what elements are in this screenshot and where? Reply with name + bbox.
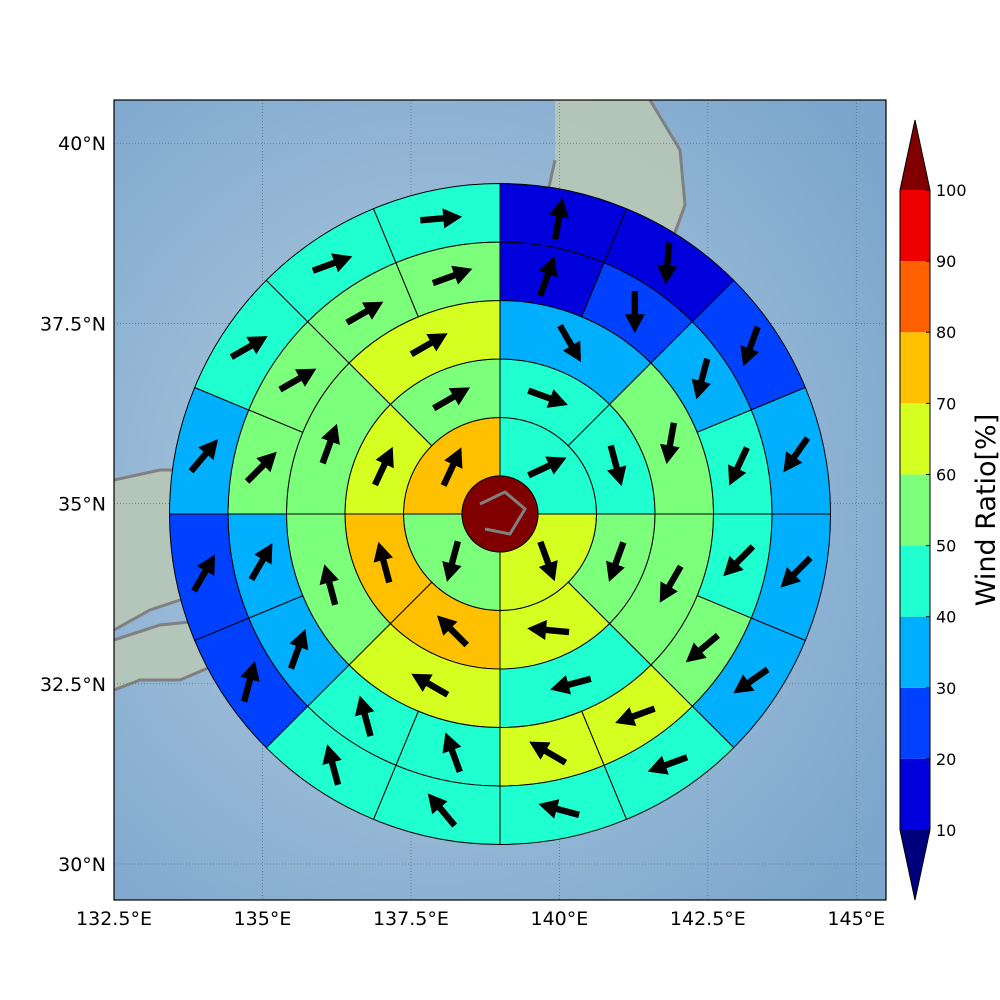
wind-arrow: [432, 387, 471, 412]
wind-arrow: [287, 629, 309, 670]
wind-arrow: [550, 675, 592, 695]
wind-arrow: [527, 620, 570, 640]
longitude-tick-label: 132.5°E: [76, 908, 152, 930]
longitude-tick-label: 142.5°E: [670, 908, 746, 930]
center-coastline: [479, 490, 527, 536]
colorbar: 10 20 30 40 50 60 70 80 90 100: [899, 119, 967, 901]
colorbar-segment: [900, 190, 930, 262]
wind-arrow: [607, 444, 627, 487]
wind-arrow: [728, 446, 750, 486]
latitude-tick-label: 40°N: [58, 133, 106, 155]
wind-arrow: [537, 256, 558, 297]
colorbar-segment: [900, 687, 930, 759]
longitude-tick-label: 145°E: [827, 908, 885, 930]
wind-arrow: [783, 436, 811, 473]
colorbar-segment: [900, 261, 930, 333]
wind-arrow: [733, 666, 770, 694]
wind-arrow: [354, 695, 375, 737]
wind-arrow: [624, 291, 645, 334]
longitude-ticks: 132.5°E 135°E 137.5°E 140°E 142.5°E 145°E: [76, 908, 885, 930]
wind-arrow: [538, 799, 580, 819]
wind-arrow: [411, 673, 450, 698]
wind-arrow: [780, 555, 813, 588]
colorbar-segment: [900, 545, 930, 617]
colorbar-tick-label: 90: [936, 252, 956, 271]
colorbar-segment: [900, 474, 930, 546]
wind-arrow: [278, 368, 317, 393]
colorbar-tick-label: 100: [936, 181, 967, 200]
wind-arrow: [537, 540, 558, 582]
wind-arrow: [229, 336, 268, 360]
wind-arrow: [440, 447, 463, 487]
latitude-tick-label: 37.5°N: [40, 313, 106, 335]
wind-arrow: [431, 265, 473, 287]
wind-arrow: [319, 564, 339, 606]
wind-arrow: [615, 705, 656, 726]
wind-arrow: [188, 439, 219, 474]
wind-arrow: [529, 741, 568, 766]
colorbar-tick-label: 50: [936, 537, 956, 556]
wind-arrow: [442, 540, 462, 582]
wind-arrow: [657, 242, 678, 285]
wind-arrows: [188, 197, 813, 828]
colorbar-segment: [900, 332, 930, 404]
map-panel: [114, 100, 886, 900]
wind-arrow: [319, 423, 340, 465]
wind-arrow: [345, 301, 384, 326]
colorbar-tick-label: 20: [936, 750, 956, 769]
center-disk: [461, 475, 539, 553]
polar-wind-grid: [168, 182, 832, 846]
longitude-tick-label: 137.5°E: [373, 908, 449, 930]
wind-arrow: [659, 564, 684, 603]
wind-arrow: [240, 661, 260, 703]
colorbar-over-arrow: [900, 120, 930, 190]
wind-arrow: [420, 208, 463, 229]
longitude-tick-label: 140°E: [530, 908, 588, 930]
colorbar-segment: [900, 616, 930, 688]
wind-arrow: [322, 744, 342, 786]
wind-arrow: [373, 541, 393, 584]
map-frame: [113, 99, 887, 901]
longitude-tick-label: 135°E: [234, 908, 292, 930]
colorbar-tick-label: 70: [936, 394, 956, 413]
wind-arrow: [557, 323, 582, 362]
wind-arrow: [248, 543, 273, 582]
wind-ratio-cell: [372, 182, 501, 264]
wind-arrow: [647, 754, 689, 775]
wind-arrow: [244, 451, 277, 484]
colorbar-tick-label: 80: [936, 323, 956, 342]
wind-arrow: [437, 615, 469, 648]
colorbar-segment: [900, 403, 930, 475]
latitude-ticks: 30°N 32.5°N 35°N 37.5°N 40°N: [40, 133, 106, 876]
wind-arrow: [606, 541, 627, 582]
latitude-tick-label: 32.5°N: [40, 674, 106, 696]
wind-arrow: [442, 732, 463, 773]
colorbar-tick-label: 10: [936, 821, 956, 840]
colorbar-segment: [900, 758, 930, 830]
wind-arrow: [549, 197, 569, 240]
colorbar-tick-label: 40: [936, 608, 956, 627]
colorbar-title: Wind Ratio[%]: [971, 414, 1000, 606]
latitude-tick-label: 35°N: [58, 494, 106, 516]
latitude-tick-label: 30°N: [58, 854, 106, 876]
wind-arrow: [372, 446, 394, 487]
wind-arrow: [685, 632, 720, 663]
wind-arrow: [527, 456, 567, 479]
wind-arrow: [527, 387, 568, 408]
wind-arrow: [427, 793, 458, 828]
wind-arrow: [660, 422, 680, 465]
wind-arrow: [723, 544, 756, 577]
wind-arrow: [691, 358, 711, 400]
wind-arrow: [311, 253, 353, 274]
colorbar-tick-label: 30: [936, 679, 956, 698]
wind-arrow: [191, 554, 216, 593]
colorbar-tick-label: 60: [936, 465, 956, 484]
colorbar-under-arrow: [900, 830, 930, 900]
wind-arrow: [409, 333, 448, 358]
wind-arrow: [740, 325, 761, 367]
